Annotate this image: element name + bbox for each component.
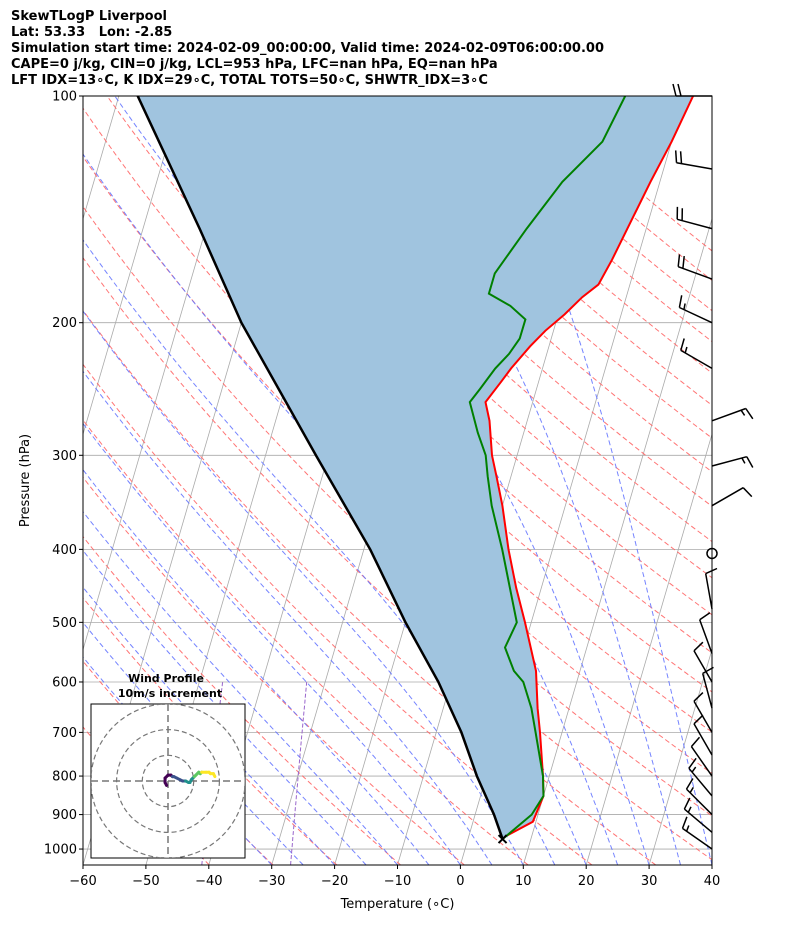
wind-barb — [698, 612, 713, 654]
dry-adiabat-line — [83, 535, 401, 865]
y-tick-label: 1000 — [44, 843, 77, 858]
moist-adiabat-line — [83, 586, 335, 865]
dry-adiabat-line — [83, 419, 529, 865]
dry-adiabat-line — [106, 96, 712, 693]
wind-barb — [683, 797, 713, 833]
inset-title: Wind Profile — [128, 672, 204, 685]
y-tick-label: 300 — [52, 449, 77, 464]
dry-adiabat-line — [83, 363, 593, 865]
moist-adiabat-line — [83, 370, 493, 865]
wind-barb — [711, 455, 754, 468]
chart-header: SkewTLogP Liverpool Lat: 53.33 Lon: -2.8… — [11, 9, 604, 89]
wind-barbs — [672, 83, 754, 850]
wind-barb — [685, 778, 713, 816]
moist-adiabat-line — [83, 510, 398, 865]
wind-barb — [680, 338, 713, 370]
y-tick-label: 700 — [52, 726, 77, 741]
x-tick-label: 40 — [704, 874, 721, 889]
temperature-line — [484, 96, 695, 837]
y-axis-label: Pressure (hPa) — [18, 434, 33, 527]
isotherm-line — [585, 432, 712, 865]
isotherm-line — [711, 863, 712, 865]
chart-title: SkewTLogP Liverpool — [11, 9, 167, 24]
inset-subtitle: 10m/s increment — [118, 687, 222, 700]
mixing-ratio-line — [290, 681, 308, 865]
wind-barb — [693, 692, 713, 733]
x-tick-label: 30 — [641, 874, 658, 889]
wind-barb — [681, 816, 713, 850]
dry-adiabat-line — [237, 96, 712, 543]
isotherm-line — [522, 217, 712, 865]
x-tick-label: −60 — [69, 874, 96, 889]
y-tick-label: 900 — [52, 808, 77, 823]
wind-barb — [674, 150, 713, 170]
isotherm-line — [648, 648, 712, 865]
parcel-start-marker — [497, 834, 508, 844]
x-tick-label: −10 — [384, 874, 411, 889]
dewpoint-line — [468, 96, 627, 840]
parcel-profile-line — [136, 96, 504, 840]
wind-barb — [676, 206, 713, 230]
moist-adiabat-line — [329, 96, 681, 865]
axes: −60 −50 −40 −30 −20 −10 0 10 20 30 40 100 200 300 400 5… — [18, 90, 720, 913]
dry-adiabat-line — [204, 96, 712, 579]
wind-barb — [693, 714, 713, 756]
wind-barb — [711, 487, 753, 507]
wind-barb — [693, 641, 713, 683]
stability-indices-2: LFT IDX=13∘C, K IDX=29∘C, TOTAL TOTS=50∘… — [11, 73, 488, 88]
moist-adiabat-line — [83, 310, 524, 865]
wind-profile-inset: Wind Profile 10m/s increment — [90, 672, 246, 859]
y-tick-label: 600 — [52, 675, 77, 690]
moist-adiabat-line — [114, 96, 619, 865]
dry-adiabat-line — [83, 309, 657, 865]
y-tick-label: 400 — [52, 543, 77, 558]
x-tick-label: −40 — [195, 874, 222, 889]
moist-adiabat-line — [83, 549, 367, 865]
wind-barb — [688, 757, 713, 797]
y-tick-label: 800 — [52, 770, 77, 785]
wind-barb — [711, 407, 754, 422]
inset-plot-area — [91, 704, 245, 858]
plot-area — [83, 96, 712, 865]
y-tick-label: 500 — [52, 616, 77, 631]
dry-adiabat-line — [83, 476, 465, 865]
hodograph-segment — [211, 772, 217, 779]
isotherm-line — [83, 96, 183, 436]
simulation-times: Simulation start time: 2024-02-09_00:00:… — [11, 41, 604, 56]
dry-adiabat-line — [83, 156, 712, 775]
wind-barb — [678, 295, 713, 324]
moist-adiabat-line — [83, 468, 430, 865]
x-axis-label: Temperature (∘C) — [340, 897, 455, 912]
x-tick-label: −30 — [258, 874, 285, 889]
x-tick-label: −20 — [321, 874, 348, 889]
wind-barb — [677, 254, 713, 280]
moist-adiabat-line — [471, 96, 712, 865]
stability-indices-1: CAPE=0 j/kg, CIN=0 j/kg, LCL=953 hPa, LF… — [11, 57, 498, 72]
y-tick-label: 200 — [52, 316, 77, 331]
cape-fill-area — [137, 96, 694, 840]
dry-adiabat-line — [334, 96, 712, 439]
moist-adiabat-line — [83, 621, 304, 865]
wind-barb — [672, 83, 712, 97]
y-tick-label: 100 — [52, 90, 77, 105]
x-tick-label: 0 — [456, 874, 464, 889]
x-tick-label: 20 — [578, 874, 595, 889]
moist-adiabat-line — [83, 422, 461, 865]
x-tick-label: −50 — [132, 874, 159, 889]
wind-barb — [704, 567, 718, 610]
location-coordinates: Lat: 53.33 Lon: -2.85 — [11, 25, 173, 40]
wind-barb — [690, 736, 713, 777]
x-tick-label: 10 — [515, 874, 532, 889]
